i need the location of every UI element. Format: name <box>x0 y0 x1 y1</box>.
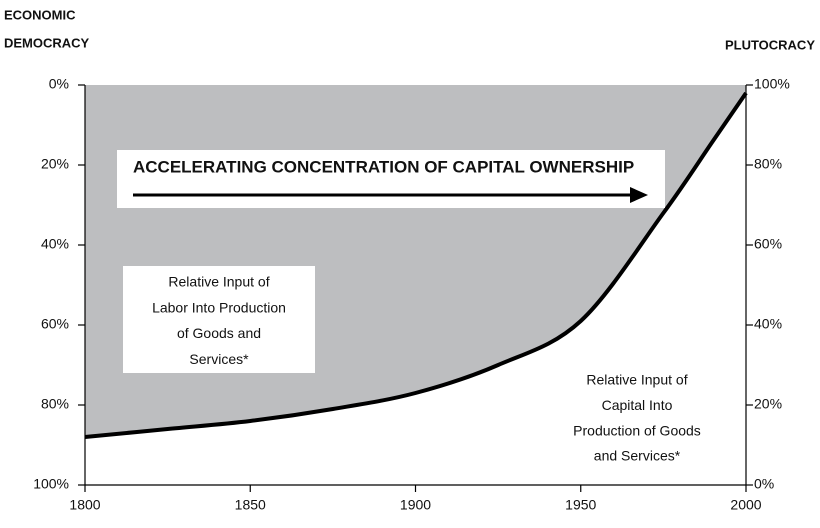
y-tick-label: 40% <box>41 236 69 252</box>
annotation: Services* <box>189 351 249 367</box>
y2-tick-label: 60% <box>754 236 782 252</box>
x-tick-label: 1900 <box>400 497 431 513</box>
y-tick-label: 20% <box>41 156 69 172</box>
y2-tick-label: 0% <box>754 476 774 492</box>
y2-tick-label: 100% <box>754 76 790 92</box>
y-axis-label: DEMOCRACY <box>4 35 90 50</box>
x-tick-label: 1950 <box>565 497 596 513</box>
x-tick-label: 2000 <box>730 497 761 513</box>
x-tick-label: 1850 <box>235 497 266 513</box>
y2-tick-label: 40% <box>754 316 782 332</box>
annotation: ACCELERATING CONCENTRATION OF CAPITAL OW… <box>133 157 634 176</box>
y-tick-label: 0% <box>49 76 69 92</box>
annotation: Capital Into <box>602 397 673 413</box>
labor-box <box>123 266 315 373</box>
y2-tick-label: 80% <box>754 156 782 172</box>
annotation: Production of Goods <box>573 422 701 438</box>
y-tick-label: 100% <box>33 476 69 492</box>
x-tick-label: 1800 <box>69 497 100 513</box>
annotation: Labor Into Production <box>152 299 286 315</box>
arrow-head <box>630 187 648 203</box>
annotation: of Goods and <box>177 325 261 341</box>
line <box>84 91 748 439</box>
y-tick-label: 80% <box>41 396 69 412</box>
banner-box <box>117 150 665 208</box>
annotation: Relative Input of <box>168 274 269 290</box>
y2-tick-label: 20% <box>754 396 782 412</box>
annotations: ACCELERATING CONCENTRATION OF CAPITAL OW… <box>117 150 701 464</box>
annotation: and Services* <box>594 448 681 464</box>
y-axis-label: ECONOMIC <box>4 7 76 22</box>
y-tick-label: 60% <box>41 316 69 332</box>
y2-axis-label: PLUTOCRACY <box>725 37 815 52</box>
annotation: Relative Input of <box>586 372 687 388</box>
